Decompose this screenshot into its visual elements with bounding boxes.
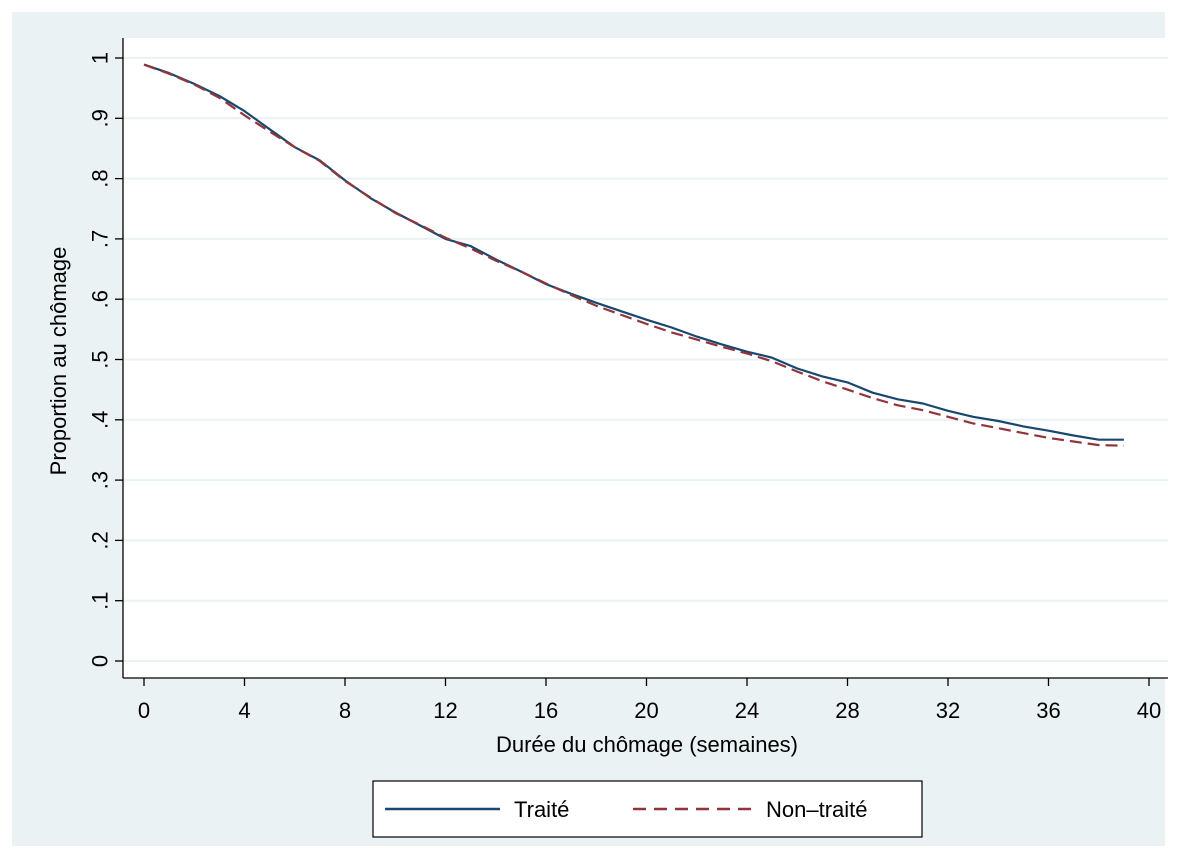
- legend: Traité Non–traité: [372, 780, 923, 838]
- y-tick-label-8: .8: [88, 169, 113, 187]
- x-tick-label-5: 20: [634, 698, 658, 723]
- x-tick-label-4: 16: [534, 698, 558, 723]
- x-tick-label-9: 36: [1036, 698, 1060, 723]
- x-axis-title: Durée du chômage (semaines): [496, 732, 798, 757]
- y-tick-label-0: 0: [88, 655, 113, 667]
- y-tick-label-3: .3: [88, 471, 113, 489]
- series-layer: [143, 63, 1124, 447]
- y-tick-label-7: .7: [88, 230, 113, 248]
- x-tick-label-2: 8: [339, 698, 351, 723]
- y-tick-label-4: .4: [88, 411, 113, 429]
- y-tick-label-2: .2: [88, 531, 113, 549]
- axes-layer: 0 .1 .2 .3 .4 .5 .6 .7 .8 .9 1 0 4 8 12 16 20 24 28 32 36 40: [88, 38, 1168, 723]
- grid-lines: [123, 57, 1168, 662]
- x-tick-label-0: 0: [138, 698, 150, 723]
- x-tick-label-1: 4: [238, 698, 250, 723]
- y-tick-label-9: .9: [88, 109, 113, 127]
- y-tick-label-5: .5: [88, 350, 113, 368]
- plot-area: [123, 38, 1168, 678]
- y-tick-label-10: 1: [88, 52, 113, 64]
- y-tick-label-1: .1: [88, 592, 113, 610]
- x-tick-label-3: 12: [433, 698, 457, 723]
- x-tick-label-6: 24: [735, 698, 759, 723]
- x-tick-label-8: 32: [936, 698, 960, 723]
- x-tick-label-7: 28: [835, 698, 859, 723]
- y-tick-label-6: .6: [88, 290, 113, 308]
- y-axis-title: Proportion au chômage: [46, 247, 71, 476]
- x-tick-label-10: 40: [1137, 698, 1161, 723]
- legend-label-traite: Traité: [514, 797, 569, 822]
- series-line-non-traite: [143, 63, 1124, 447]
- legend-label-non-traite: Non–traité: [766, 797, 868, 822]
